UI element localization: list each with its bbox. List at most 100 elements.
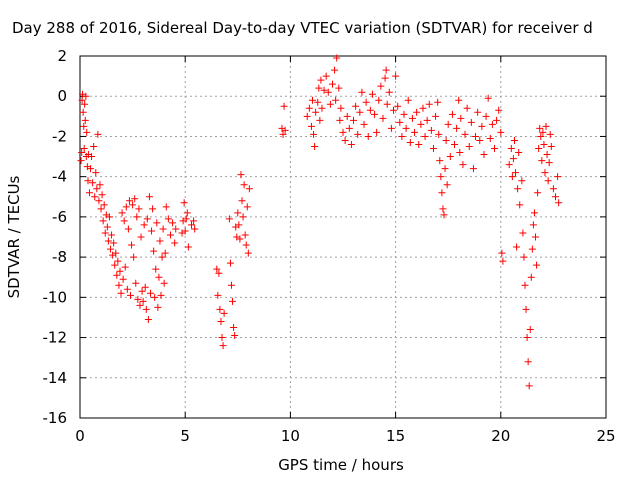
data-point xyxy=(526,326,534,334)
data-point xyxy=(478,122,486,130)
data-point xyxy=(133,213,141,221)
data-point xyxy=(108,231,116,239)
data-point xyxy=(234,209,242,217)
data-point xyxy=(315,84,323,92)
data-point xyxy=(429,145,437,153)
data-point xyxy=(497,128,505,136)
data-point xyxy=(154,303,162,311)
data-point xyxy=(436,157,444,165)
data-point xyxy=(383,100,391,108)
plot-frame xyxy=(79,55,607,419)
data-point xyxy=(78,149,86,157)
data-point xyxy=(419,104,427,112)
data-point xyxy=(90,143,98,150)
data-point xyxy=(97,205,105,213)
data-point xyxy=(411,128,419,136)
data-point xyxy=(408,114,416,122)
data-point xyxy=(96,181,104,189)
data-point xyxy=(91,193,99,201)
data-point xyxy=(413,108,421,116)
data-point xyxy=(522,305,530,313)
data-point xyxy=(146,289,154,297)
data-point xyxy=(180,199,188,207)
data-point xyxy=(123,285,131,293)
data-point xyxy=(230,324,238,331)
data-point xyxy=(161,249,169,257)
y-tick-label: -6 xyxy=(52,208,67,226)
data-point xyxy=(425,100,433,108)
data-point xyxy=(231,332,239,340)
data-point xyxy=(240,181,248,189)
data-point xyxy=(312,108,320,116)
data-point xyxy=(490,145,498,153)
data-point xyxy=(81,100,89,108)
data-point xyxy=(87,165,95,173)
data-point xyxy=(80,122,88,130)
y-tick-label: -4 xyxy=(52,168,67,186)
data-point xyxy=(371,110,379,118)
data-point xyxy=(324,88,332,96)
data-point xyxy=(484,94,492,102)
data-point xyxy=(463,104,471,112)
data-point xyxy=(93,185,101,193)
data-point xyxy=(184,243,192,251)
data-point xyxy=(519,229,527,237)
data-point xyxy=(145,193,153,201)
data-point xyxy=(164,215,172,223)
data-point xyxy=(536,124,544,132)
data-point xyxy=(332,96,340,104)
data-point xyxy=(381,74,389,82)
data-point xyxy=(122,203,130,211)
data-point xyxy=(542,122,550,130)
data-point xyxy=(394,102,402,110)
data-point xyxy=(552,193,560,201)
data-point xyxy=(112,249,120,257)
x-tick-label: 0 xyxy=(75,427,85,445)
data-point xyxy=(382,66,390,74)
y-tick-label: 0 xyxy=(57,87,67,105)
data-point xyxy=(155,273,163,281)
data-point xyxy=(114,257,122,265)
data-point xyxy=(226,259,234,267)
data-point xyxy=(88,153,96,161)
data-point xyxy=(527,273,535,281)
x-tick-label: 20 xyxy=(491,427,510,445)
data-point xyxy=(476,136,484,144)
data-point xyxy=(320,86,328,94)
data-point xyxy=(238,197,246,205)
data-point xyxy=(244,249,252,257)
data-point xyxy=(446,153,454,161)
data-point xyxy=(453,124,461,132)
data-point xyxy=(427,126,435,134)
data-point xyxy=(512,169,520,177)
data-point xyxy=(555,199,563,207)
data-point xyxy=(549,185,557,193)
data-point xyxy=(543,151,551,159)
data-point xyxy=(516,201,524,209)
data-point xyxy=(80,145,88,153)
data-point xyxy=(339,128,347,136)
data-point xyxy=(214,291,222,299)
x-tick-label: 5 xyxy=(180,427,190,445)
data-point xyxy=(77,157,85,165)
data-point xyxy=(547,143,555,150)
data-point xyxy=(335,84,343,92)
data-point xyxy=(166,231,174,239)
data-point xyxy=(311,143,319,150)
data-point xyxy=(132,279,140,287)
data-point xyxy=(520,253,528,261)
data-point xyxy=(314,98,322,106)
data-point xyxy=(423,116,431,124)
data-point xyxy=(415,140,423,148)
data-point xyxy=(117,289,125,297)
y-axis-label: SDTVAR / TECUs xyxy=(5,175,23,298)
data-point xyxy=(421,132,429,140)
data-point xyxy=(121,263,129,271)
data-point xyxy=(465,143,473,150)
data-point xyxy=(140,221,148,229)
data-point xyxy=(137,233,145,241)
data-point xyxy=(107,245,115,253)
data-point xyxy=(227,281,235,289)
data-point xyxy=(136,301,144,309)
data-point xyxy=(141,283,149,291)
